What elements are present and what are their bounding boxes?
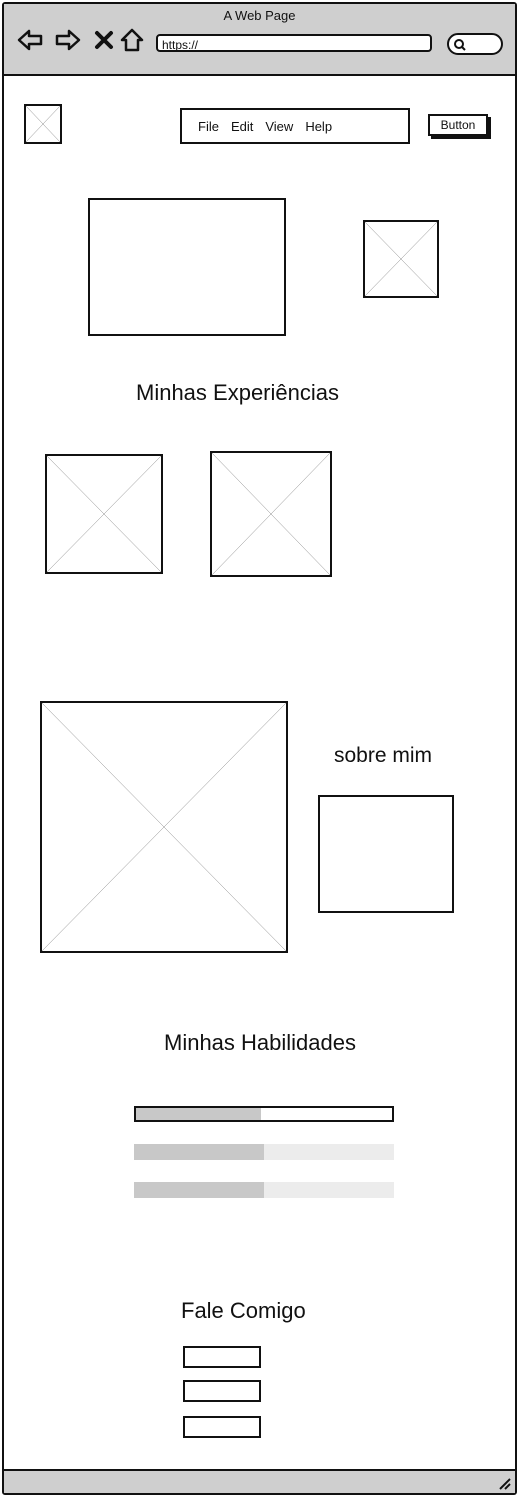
contact-title: Fale Comigo	[181, 1298, 306, 1323]
menu-item-view[interactable]: View	[265, 118, 294, 134]
hero-image-placeholder	[363, 220, 439, 298]
header-button[interactable]: Button	[428, 114, 488, 136]
contact-input[interactable]	[183, 1346, 261, 1368]
skill-progress-fill	[134, 1182, 264, 1198]
skill-progress-bar	[134, 1182, 394, 1198]
menu-item-file[interactable]: File	[198, 118, 219, 134]
experience-image-placeholder	[45, 454, 163, 574]
search-button[interactable]	[447, 33, 503, 55]
contact-input[interactable]	[183, 1380, 261, 1402]
window-title: A Web Page	[223, 8, 296, 23]
skills-title: Minhas Habilidades	[164, 1030, 356, 1055]
contact-input[interactable]	[183, 1416, 261, 1438]
resize-grip-icon[interactable]	[497, 1476, 511, 1490]
skill-progress-fill	[136, 1108, 262, 1120]
home-icon[interactable]	[118, 26, 146, 54]
skill-progress-bar	[134, 1106, 394, 1122]
menu-bar: File Edit View Help	[180, 108, 410, 144]
status-bar	[4, 1469, 515, 1493]
skill-progress-bar	[134, 1144, 394, 1160]
experiences-title: Minhas Experiências	[136, 380, 339, 405]
about-image-placeholder	[40, 701, 288, 953]
back-arrow-icon[interactable]	[16, 26, 44, 54]
browser-toolbar: A Web Page https://	[4, 4, 515, 76]
url-input[interactable]: https://	[156, 34, 432, 52]
about-title: sobre mim	[334, 744, 433, 767]
skill-progress-fill	[134, 1144, 264, 1160]
about-text-box	[318, 795, 454, 913]
stop-icon[interactable]	[90, 26, 118, 54]
experience-image-placeholder	[210, 451, 332, 577]
menu-item-edit[interactable]: Edit	[230, 118, 254, 134]
forward-arrow-icon[interactable]	[54, 26, 82, 54]
logo-image-placeholder	[24, 104, 62, 144]
search-icon	[454, 39, 466, 51]
menu-item-help[interactable]: Help	[305, 118, 333, 134]
hero-content-box	[88, 198, 286, 336]
